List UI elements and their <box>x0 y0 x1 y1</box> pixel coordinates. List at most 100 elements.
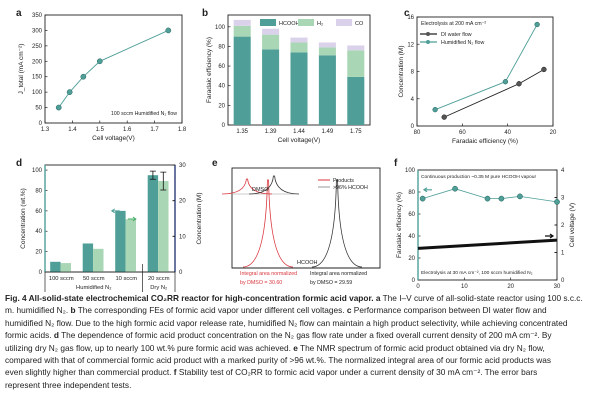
bar-wt-percent <box>50 261 61 272</box>
x-tick-label: 1.39 <box>265 129 277 135</box>
bar-molarity <box>125 219 136 272</box>
caption-line: compared with that of commercial formic … <box>5 354 611 366</box>
integral-label-products: Integral area normalized <box>240 271 297 277</box>
caption-bold-text: e <box>293 342 298 353</box>
y-tick-label: 16 <box>407 15 414 21</box>
x-tick-label: 80 <box>414 130 421 136</box>
y-tick-label: 20 <box>218 103 225 109</box>
y-tick-label: 80 <box>218 44 225 50</box>
bar-hcooh <box>233 36 251 125</box>
y2-tick-label: 3 <box>561 196 565 202</box>
y-tick-label: 100 <box>32 90 43 96</box>
data-point <box>502 79 509 85</box>
bar-hcooh <box>347 76 365 125</box>
bar-wt-percent <box>115 210 126 272</box>
y-axis-label: Concentration (M) <box>398 45 405 97</box>
caption-bold-text: Fig. 4 All-solid-state electrochemical C… <box>5 293 381 303</box>
bar-co <box>318 42 336 48</box>
y2-tick-label: 4 <box>561 168 565 174</box>
y-axis-label: Faradaic efficiency (%) <box>206 37 213 103</box>
y-tick-label: 0 <box>39 270 43 276</box>
integral-label-reference: Integral area normalized <box>310 271 367 277</box>
legend-swatch <box>298 19 314 26</box>
y-tick-label: 50 <box>35 106 42 112</box>
data-point <box>432 107 438 113</box>
x-tick-label: 10 <box>461 284 468 290</box>
caption-text: The NMR spectrum of formic acid product … <box>297 342 545 353</box>
data-point <box>517 193 523 200</box>
caption-text: m. humidified N₂. <box>5 305 71 316</box>
caption-line: utilizing dry N₂ gas flow, up to nearly … <box>5 342 611 354</box>
data-point <box>484 195 491 202</box>
bar-co <box>262 28 280 35</box>
chart-title: Electrolysis at 200 mA cm⁻² <box>421 21 486 27</box>
fe-line <box>422 188 558 203</box>
y2-tick-label: 0 <box>561 278 565 284</box>
x-tick-label: 1.6 <box>123 127 132 133</box>
legend-label: Products <box>333 178 354 184</box>
legend-label: Humidified N₂ flow <box>441 40 484 46</box>
x-tick-label: 30 <box>554 284 561 290</box>
x-tick-label: 1.5 <box>96 127 105 133</box>
caption-text: Stability test of CO₂RR to formic acid v… <box>176 367 538 378</box>
caption-text: compared with that of commercial formic … <box>5 355 552 366</box>
caption-line: formic acids. d The dependence of formic… <box>5 329 611 341</box>
y-tick-label: 12 <box>407 42 414 48</box>
x-tick-label: 10 sccm <box>115 276 137 282</box>
data-point <box>96 58 103 65</box>
y2-tick-label: 1 <box>561 251 565 257</box>
group-label: Humidified N₂ <box>76 285 111 291</box>
caption-text: The corresponding FEs of formic acid vap… <box>75 305 347 316</box>
y2-tick-label: 30 <box>179 163 186 169</box>
data-point <box>66 89 73 95</box>
left-axis-arrow-icon <box>422 187 432 193</box>
y-tick-label: 40 <box>35 229 42 235</box>
right-axis-arrow-icon <box>545 233 555 239</box>
x-tick-label: 60 <box>459 130 466 136</box>
caption-line: humidified N₂ flow. Due to the high form… <box>5 317 611 329</box>
legend-label: DI water flow <box>441 32 472 38</box>
bar-hcooh <box>290 52 308 126</box>
bar-co <box>347 45 365 51</box>
y-tick-label: 0 <box>412 278 416 284</box>
data-point <box>165 27 172 34</box>
data-point <box>541 66 547 73</box>
integral-value-products: by DMSO = 30.60 <box>240 280 282 286</box>
products-hcooh-peak <box>242 179 294 268</box>
bar-h2 <box>233 25 251 37</box>
data-point <box>419 195 426 202</box>
y-axis-label: Faradaic efficiency (%) <box>396 192 403 258</box>
caption-line: Fig. 4 All-solid-state electrochemical C… <box>5 292 611 304</box>
data-point <box>554 199 560 205</box>
bar-h2 <box>347 50 365 77</box>
x-axis-label: Faradaic efficiency (%) <box>452 138 518 145</box>
caption-bold-text: f <box>173 367 177 378</box>
caption-bold-text: d <box>53 330 59 341</box>
y-tick-label: 150 <box>32 75 43 81</box>
x-tick-label: 1.44 <box>293 129 305 135</box>
bar-co <box>233 19 251 26</box>
annotation: 100 sccm Humidified N₂ flow <box>111 111 177 117</box>
x-tick-label: 100 sccm <box>49 276 74 282</box>
y-tick-label: 0 <box>411 124 415 130</box>
caption-text: The dependence of formic acid product co… <box>58 330 552 341</box>
caption-text: Performance comparison between DI water … <box>351 305 547 316</box>
panel-letter: f <box>394 158 398 169</box>
reference-dmso-peak <box>248 175 300 195</box>
legend-label: H₂ <box>317 21 323 27</box>
data-point <box>441 114 447 120</box>
data-point <box>516 81 522 87</box>
y-tick-label: 60 <box>218 64 225 70</box>
y-tick-label: 250 <box>32 44 43 50</box>
y2-tick-label: 20 <box>179 199 186 205</box>
bar-hcooh <box>318 55 336 126</box>
right-axis-arrow-icon <box>127 216 137 222</box>
y-axis-label: Concentration (wt.%) <box>20 188 27 249</box>
y-tick-label: 60 <box>408 212 415 218</box>
plot-frame <box>44 14 183 124</box>
x-tick-label: 1.35 <box>236 129 248 135</box>
x-tick-label: 1.7 <box>150 127 159 133</box>
y-tick-label: 0 <box>222 123 226 129</box>
bar-molarity <box>60 263 71 272</box>
data-point <box>498 195 505 202</box>
